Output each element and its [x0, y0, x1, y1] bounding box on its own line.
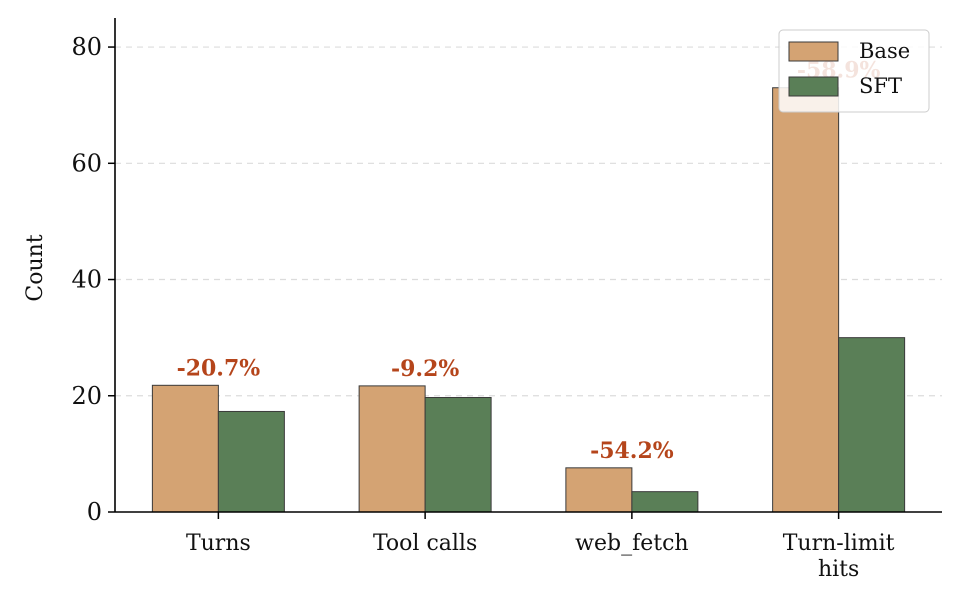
bar-sft-2	[631, 491, 699, 513]
legend-swatch	[788, 76, 839, 97]
bars-layer	[151, 87, 906, 513]
x-tick-label: web_fetch	[575, 531, 688, 556]
y-axis-label: Count	[23, 234, 48, 301]
y-tick-label: 20	[71, 382, 102, 410]
change-label: -20.7%	[177, 355, 261, 381]
legend-label: Base	[859, 39, 910, 63]
legend-swatch	[788, 41, 839, 62]
bar-sft-1	[424, 397, 492, 513]
bar-sft-0	[217, 410, 285, 513]
legend-label: SFT	[859, 74, 902, 98]
bar-base-3	[772, 87, 840, 513]
bar-base-0	[151, 384, 219, 513]
y-tick-label: 80	[71, 33, 102, 61]
bar-sft-3	[838, 337, 906, 513]
axes-layer: 0 20 40 60 80 Turns Tool calls web_fetch Turn-li…	[71, 18, 942, 582]
x-tick-label: Turns	[186, 531, 251, 556]
bar-base-2	[565, 467, 633, 513]
legend: Base SFT	[778, 29, 930, 113]
x-tick-label: Turn-limit hits	[783, 531, 895, 582]
x-tick-label: Tool calls	[373, 531, 477, 556]
y-tick-label: 0	[87, 498, 102, 526]
change-label: -54.2%	[590, 438, 674, 464]
y-tick-label: 40	[71, 266, 102, 294]
y-tick-label: 60	[71, 149, 102, 177]
change-label: -9.2%	[391, 356, 459, 382]
bar-base-1	[358, 385, 426, 513]
grid-layer	[115, 46, 942, 397]
